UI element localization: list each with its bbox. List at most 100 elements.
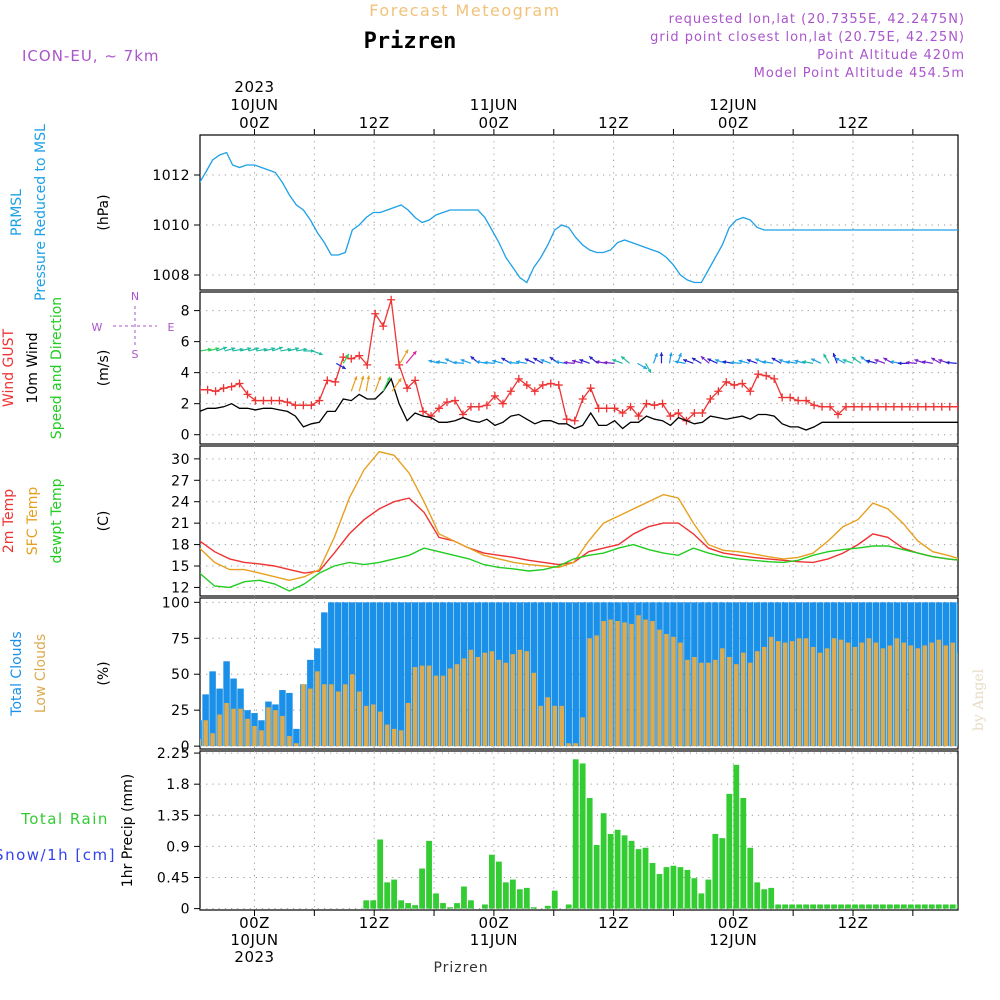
bar-total-rain [740, 798, 747, 909]
bar-low-clouds [336, 691, 341, 747]
bar-total-rain [600, 813, 607, 909]
ytick-label: 1012 [152, 168, 190, 184]
gust-point-marker [347, 354, 356, 363]
wind-arrow-head [647, 368, 652, 373]
bar-total-clouds [558, 602, 565, 747]
time-label: 12Z [598, 914, 629, 932]
wind-arrow-head [460, 358, 465, 363]
bar-low-clouds [699, 662, 704, 747]
plot-area-temperature [200, 450, 958, 592]
bar-total-rain [907, 904, 914, 909]
wind-arrow-head [231, 347, 236, 351]
bar-low-clouds [273, 710, 278, 747]
bar-low-clouds [433, 675, 439, 747]
bar-low-clouds [887, 645, 893, 747]
bar-total-clouds [328, 602, 335, 747]
time-label-top: 12JUN [709, 96, 757, 114]
bar-low-clouds [545, 697, 551, 747]
bar-total-clouds [579, 602, 586, 747]
compass-east: E [168, 321, 175, 334]
wind-arrow-head [540, 358, 545, 363]
bar-low-clouds [831, 638, 837, 747]
wind-arrow-head [428, 359, 433, 364]
wind-arrow-head [470, 356, 475, 361]
bar-low-clouds [936, 639, 942, 747]
bar-total-rain [384, 882, 391, 909]
wind-arrow-head [353, 376, 358, 381]
bar-total-rain [628, 840, 635, 909]
gust-point-marker [921, 402, 930, 411]
plot-area-clouds [200, 602, 958, 747]
ytick-label: 25 [171, 703, 190, 719]
model-label: ICON-EU, ~ 7km [22, 47, 160, 65]
ytick-label: 0 [181, 902, 190, 918]
wind-arrow-head [271, 347, 276, 351]
bar-total-rain [900, 904, 907, 909]
bar-total-rain [935, 904, 942, 909]
ytick-label: 1.35 [157, 808, 190, 824]
time-label-top: 00Z [718, 114, 749, 132]
bar-low-clouds [280, 715, 285, 747]
panel-label-temperature: dewpt Temp [49, 478, 65, 563]
gust-point-marker [826, 402, 835, 411]
gust-point-marker [283, 398, 292, 407]
bar-low-clouds [803, 638, 809, 747]
time-label-top: 00Z [478, 114, 509, 132]
bar-low-clouds [629, 623, 634, 747]
gust-point-marker [450, 396, 459, 405]
wind-arrow-head [691, 357, 696, 362]
ytick-label: 2 [181, 397, 190, 413]
bar-low-clouds [873, 642, 879, 747]
gust-point-marker [482, 401, 491, 410]
bar-low-clouds [308, 688, 313, 747]
gust-point-marker [235, 379, 244, 388]
wind-arrow-head [771, 357, 776, 362]
bar-total-rain [642, 847, 649, 909]
bar-total-rain [398, 900, 405, 909]
plot-area-precip [363, 759, 958, 909]
wind-arrow-head [811, 358, 816, 362]
wind-arrow-head [700, 356, 705, 361]
gust-point-marker [889, 402, 898, 411]
wind-arrow-head [921, 360, 926, 364]
bar-low-clouds [496, 659, 502, 747]
bar-total-clouds [383, 602, 391, 747]
gust-point-marker [913, 402, 922, 411]
wind-arrow-head [786, 360, 791, 364]
bar-total-rain [370, 900, 377, 909]
bar-total-rain [942, 904, 949, 909]
gust-point-marker [794, 396, 803, 405]
bar-total-rain [698, 893, 705, 909]
bar-low-clouds [238, 708, 243, 747]
bar-low-clouds [761, 646, 767, 747]
gust-point-marker [554, 381, 563, 390]
time-label: 12Z [838, 914, 869, 932]
gust-point-marker [818, 402, 827, 411]
bar-low-clouds [510, 654, 516, 747]
panel-wind: 0 2 4 6 8 Wind GUST 10m Wind Speed and Directio… [1, 290, 959, 445]
time-label-top: 12Z [838, 114, 869, 132]
bar-low-clouds [692, 656, 697, 747]
gust-point-marker [586, 384, 595, 393]
bar-low-clouds [782, 642, 788, 747]
panel-frame-pressure [199, 134, 959, 291]
gridpoint-coords: grid point closest lon,lat (20.75E, 42.2… [650, 30, 965, 45]
bar-low-clouds [419, 665, 425, 747]
bar-low-clouds [524, 651, 530, 747]
bar-total-clouds [355, 602, 363, 747]
bar-low-clouds [245, 718, 250, 747]
bar-low-clouds [224, 702, 229, 747]
bar-low-clouds [678, 642, 683, 747]
wind-arrow-head [572, 359, 576, 364]
wind-arrow-head [866, 359, 871, 364]
bar-total-rain [572, 759, 579, 909]
time-label: 10JUN [230, 931, 278, 949]
bar-low-clouds [538, 705, 544, 747]
bar-low-clouds [810, 646, 816, 747]
ytick-label: 0.45 [157, 871, 190, 887]
gust-point-marker [578, 395, 587, 404]
wind-arrow-head [931, 357, 936, 362]
bar-total-rain [782, 904, 789, 909]
